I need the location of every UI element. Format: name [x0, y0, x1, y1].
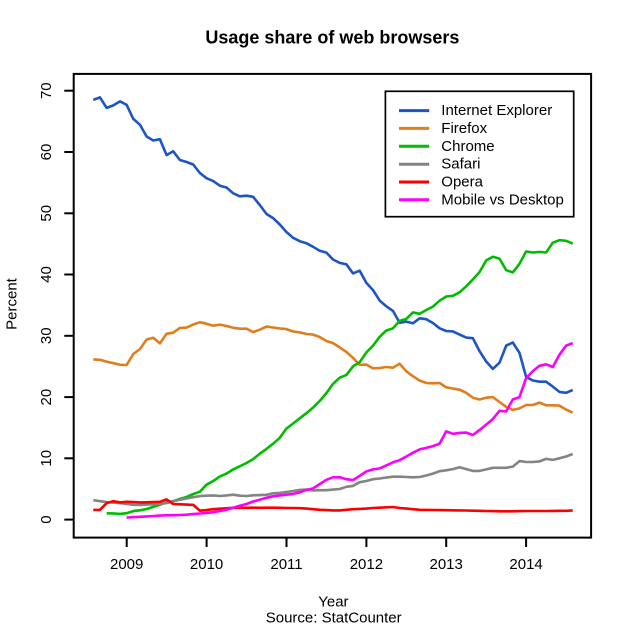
svg-text:70: 70 — [38, 82, 55, 99]
svg-text:2013: 2013 — [430, 556, 463, 573]
svg-text:Firefox: Firefox — [441, 120, 487, 137]
svg-text:Chrome: Chrome — [441, 138, 494, 155]
svg-text:10: 10 — [38, 450, 55, 467]
svg-text:Internet Explorer: Internet Explorer — [441, 102, 552, 119]
svg-text:Year: Year — [318, 594, 348, 611]
svg-text:50: 50 — [38, 205, 55, 222]
svg-text:30: 30 — [38, 327, 55, 344]
svg-text:20: 20 — [38, 389, 55, 406]
svg-text:2010: 2010 — [190, 556, 223, 573]
svg-text:2014: 2014 — [509, 556, 542, 573]
svg-text:Opera: Opera — [441, 174, 483, 191]
svg-text:Usage share of web browsers: Usage share of web browsers — [205, 27, 459, 47]
svg-text:60: 60 — [38, 144, 55, 161]
svg-text:0: 0 — [38, 515, 55, 523]
svg-text:Safari: Safari — [441, 156, 480, 173]
svg-text:2012: 2012 — [350, 556, 383, 573]
svg-text:2011: 2011 — [270, 556, 302, 573]
svg-text:Source: StatCounter: Source: StatCounter — [266, 610, 402, 627]
svg-text:Percent: Percent — [4, 277, 21, 330]
svg-text:2009: 2009 — [110, 556, 143, 573]
svg-text:Mobile vs Desktop: Mobile vs Desktop — [441, 191, 564, 208]
svg-text:40: 40 — [38, 266, 55, 283]
